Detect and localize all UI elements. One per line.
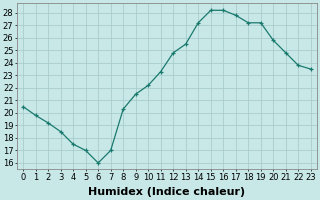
X-axis label: Humidex (Indice chaleur): Humidex (Indice chaleur) — [88, 187, 245, 197]
